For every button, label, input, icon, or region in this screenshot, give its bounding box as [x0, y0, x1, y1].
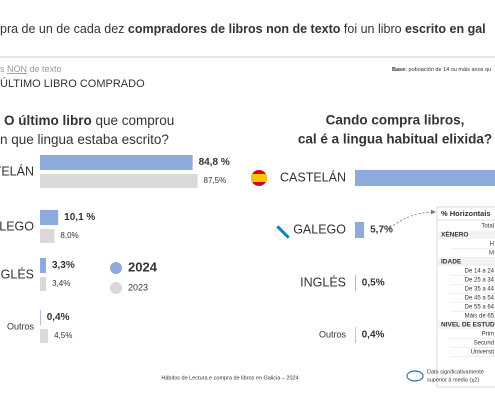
bar: [40, 310, 41, 325]
headline-part: foi un libro: [340, 22, 405, 36]
category-label: INGLÉS: [300, 274, 346, 289]
bar: [355, 170, 495, 186]
significance-icon: [406, 370, 424, 382]
chart-title: O último libro que comprou: [4, 113, 174, 128]
subtitle: s NON de texto: [0, 64, 62, 74]
table-row-label: De 55 a 64: [465, 305, 495, 311]
headline-part: escrito en gal: [405, 22, 486, 36]
headline: pra de un de cada dez compradores de lib…: [0, 22, 486, 36]
table-section: IDADE: [441, 259, 462, 266]
table-row-label: H: [490, 242, 494, 248]
value-label: 8,0%: [60, 231, 78, 240]
base-note-part: Base:: [392, 67, 407, 73]
table-total: Total: [481, 224, 494, 230]
bar: [40, 229, 55, 243]
section-bg: [437, 321, 495, 329]
bar: [355, 222, 365, 238]
table-row-label: Máis de 65: [465, 314, 495, 320]
subtitle-part: s: [0, 64, 7, 74]
legend-marker: [110, 262, 122, 274]
bar: [355, 275, 356, 291]
chart-title: cal é a lingua habitual elixida?: [298, 132, 492, 147]
headline-part: compradores de libros non de texto: [128, 22, 341, 36]
table-row-label: De 45 a 54: [465, 296, 495, 302]
value-label: 0,5%: [362, 278, 385, 289]
value-label: 3,3%: [52, 260, 75, 271]
value-label: 4,5%: [54, 331, 72, 340]
category-label: Outros: [319, 329, 347, 339]
bar: [40, 258, 46, 273]
chart-title-part: n que lingua estaba escrito?: [0, 132, 169, 147]
footer-source: Hábitos de Lectura e compra de libros en…: [161, 375, 298, 381]
legend-label: 2023: [128, 282, 148, 292]
category-label: GALEGO: [293, 222, 346, 236]
category-label: Outros: [7, 321, 35, 331]
table-section: NIVEL DE ESTUD: [441, 322, 495, 329]
value-label: 87,5%: [204, 176, 227, 185]
bar: [40, 277, 47, 291]
section-title: ÚLTIMO LIBRO COMPRADO: [0, 77, 145, 90]
footer-legend: Dato significativamente: [427, 369, 484, 375]
bar: [40, 210, 59, 225]
value-label: 0,4%: [362, 330, 385, 341]
table-section: XÉNERO: [441, 230, 468, 239]
table-row-label: Universit: [471, 350, 495, 356]
bar: [40, 329, 49, 343]
value-label: 5,7%: [370, 225, 393, 236]
subtitle-part: NON: [7, 64, 27, 74]
galicia-flag: [274, 223, 292, 241]
chart-title-part: O último libro: [4, 113, 92, 128]
base-note: Base: poboación de 14 ou máis anos qu: [392, 67, 491, 73]
category-label: CASTELÁN: [0, 163, 34, 178]
callout-arrow: [389, 209, 436, 229]
category-label: GALEGO: [0, 219, 34, 233]
base-note-part: poboación de 14 ou máis anos qu: [407, 67, 491, 73]
category-label: CASTELÁN: [280, 169, 346, 184]
value-label: 3,4%: [52, 279, 70, 288]
table-row-label: De 14 a 24: [465, 269, 495, 275]
section-bg: [437, 231, 495, 239]
value-label: 0,4%: [47, 312, 70, 323]
chart-title: Cando compra libros,: [326, 113, 465, 128]
category-label: INGLÉS: [0, 266, 34, 281]
table-header: % Horizontais: [441, 209, 491, 218]
headline-part: pra de un de cada dez: [0, 22, 128, 36]
bar: [40, 155, 193, 170]
table-row-label: Prim: [482, 332, 494, 338]
subtitle-part: de texto: [27, 64, 62, 74]
section-bg: [437, 258, 495, 266]
table-row-label: De 35 a 44: [465, 287, 495, 293]
chart-title: n que lingua estaba escrito?: [0, 132, 169, 147]
legend-marker: [110, 282, 122, 294]
table-row-label: De 25 a 34: [465, 278, 495, 284]
footer-legend: superior á media (χ2): [427, 377, 479, 383]
table-row-label: Secund: [474, 341, 494, 347]
spain-flag: [251, 170, 267, 186]
bar: [355, 327, 356, 343]
legend-label: 2024: [128, 259, 158, 274]
chart-title-part: que comprou: [92, 113, 175, 128]
bar: [40, 174, 198, 188]
value-label: 84,8 %: [199, 157, 230, 168]
table-row-label: M: [489, 251, 494, 257]
value-label: 10,1 %: [64, 212, 95, 223]
